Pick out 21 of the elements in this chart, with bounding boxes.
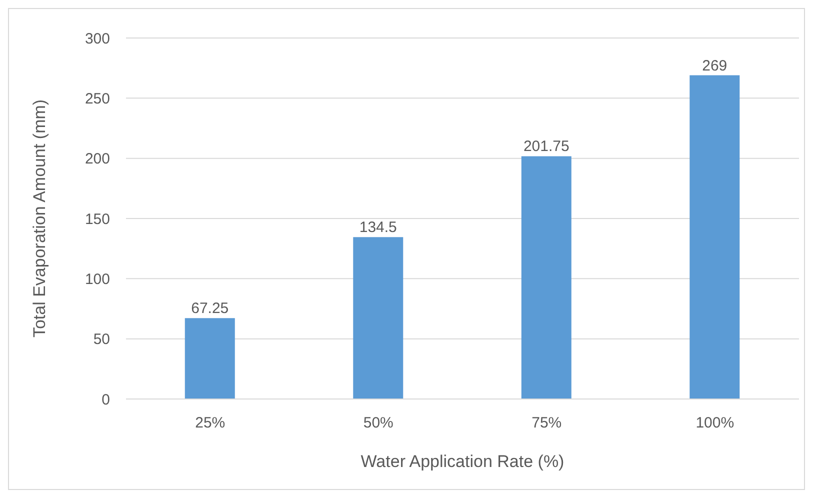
y-tick-label: 100	[84, 270, 110, 288]
x-tick-label: 100%	[696, 414, 734, 432]
y-tick-label: 150	[84, 210, 110, 228]
y-tick-label: 0	[102, 391, 110, 408]
bar	[184, 318, 235, 399]
data-label: 134.5	[359, 219, 397, 236]
x-axis-title: Water Application Rate (%)	[360, 452, 564, 471]
y-tick-label: 50	[93, 331, 110, 348]
data-label: 201.75	[523, 138, 570, 156]
data-label: 269	[702, 57, 728, 74]
y-tick-label: 300	[84, 30, 110, 48]
bar	[521, 156, 572, 399]
y-tick-label: 250	[84, 90, 110, 108]
x-tick-label: 50%	[363, 414, 394, 432]
y-tick-label: 200	[84, 150, 110, 168]
data-label: 67.25	[191, 300, 229, 318]
x-tick-label: 75%	[532, 414, 562, 432]
bar	[690, 75, 740, 399]
bar	[353, 237, 404, 399]
x-tick-label: 25%	[195, 414, 226, 432]
y-axis-title: Total Evaporation Amount (mm)	[30, 99, 50, 338]
